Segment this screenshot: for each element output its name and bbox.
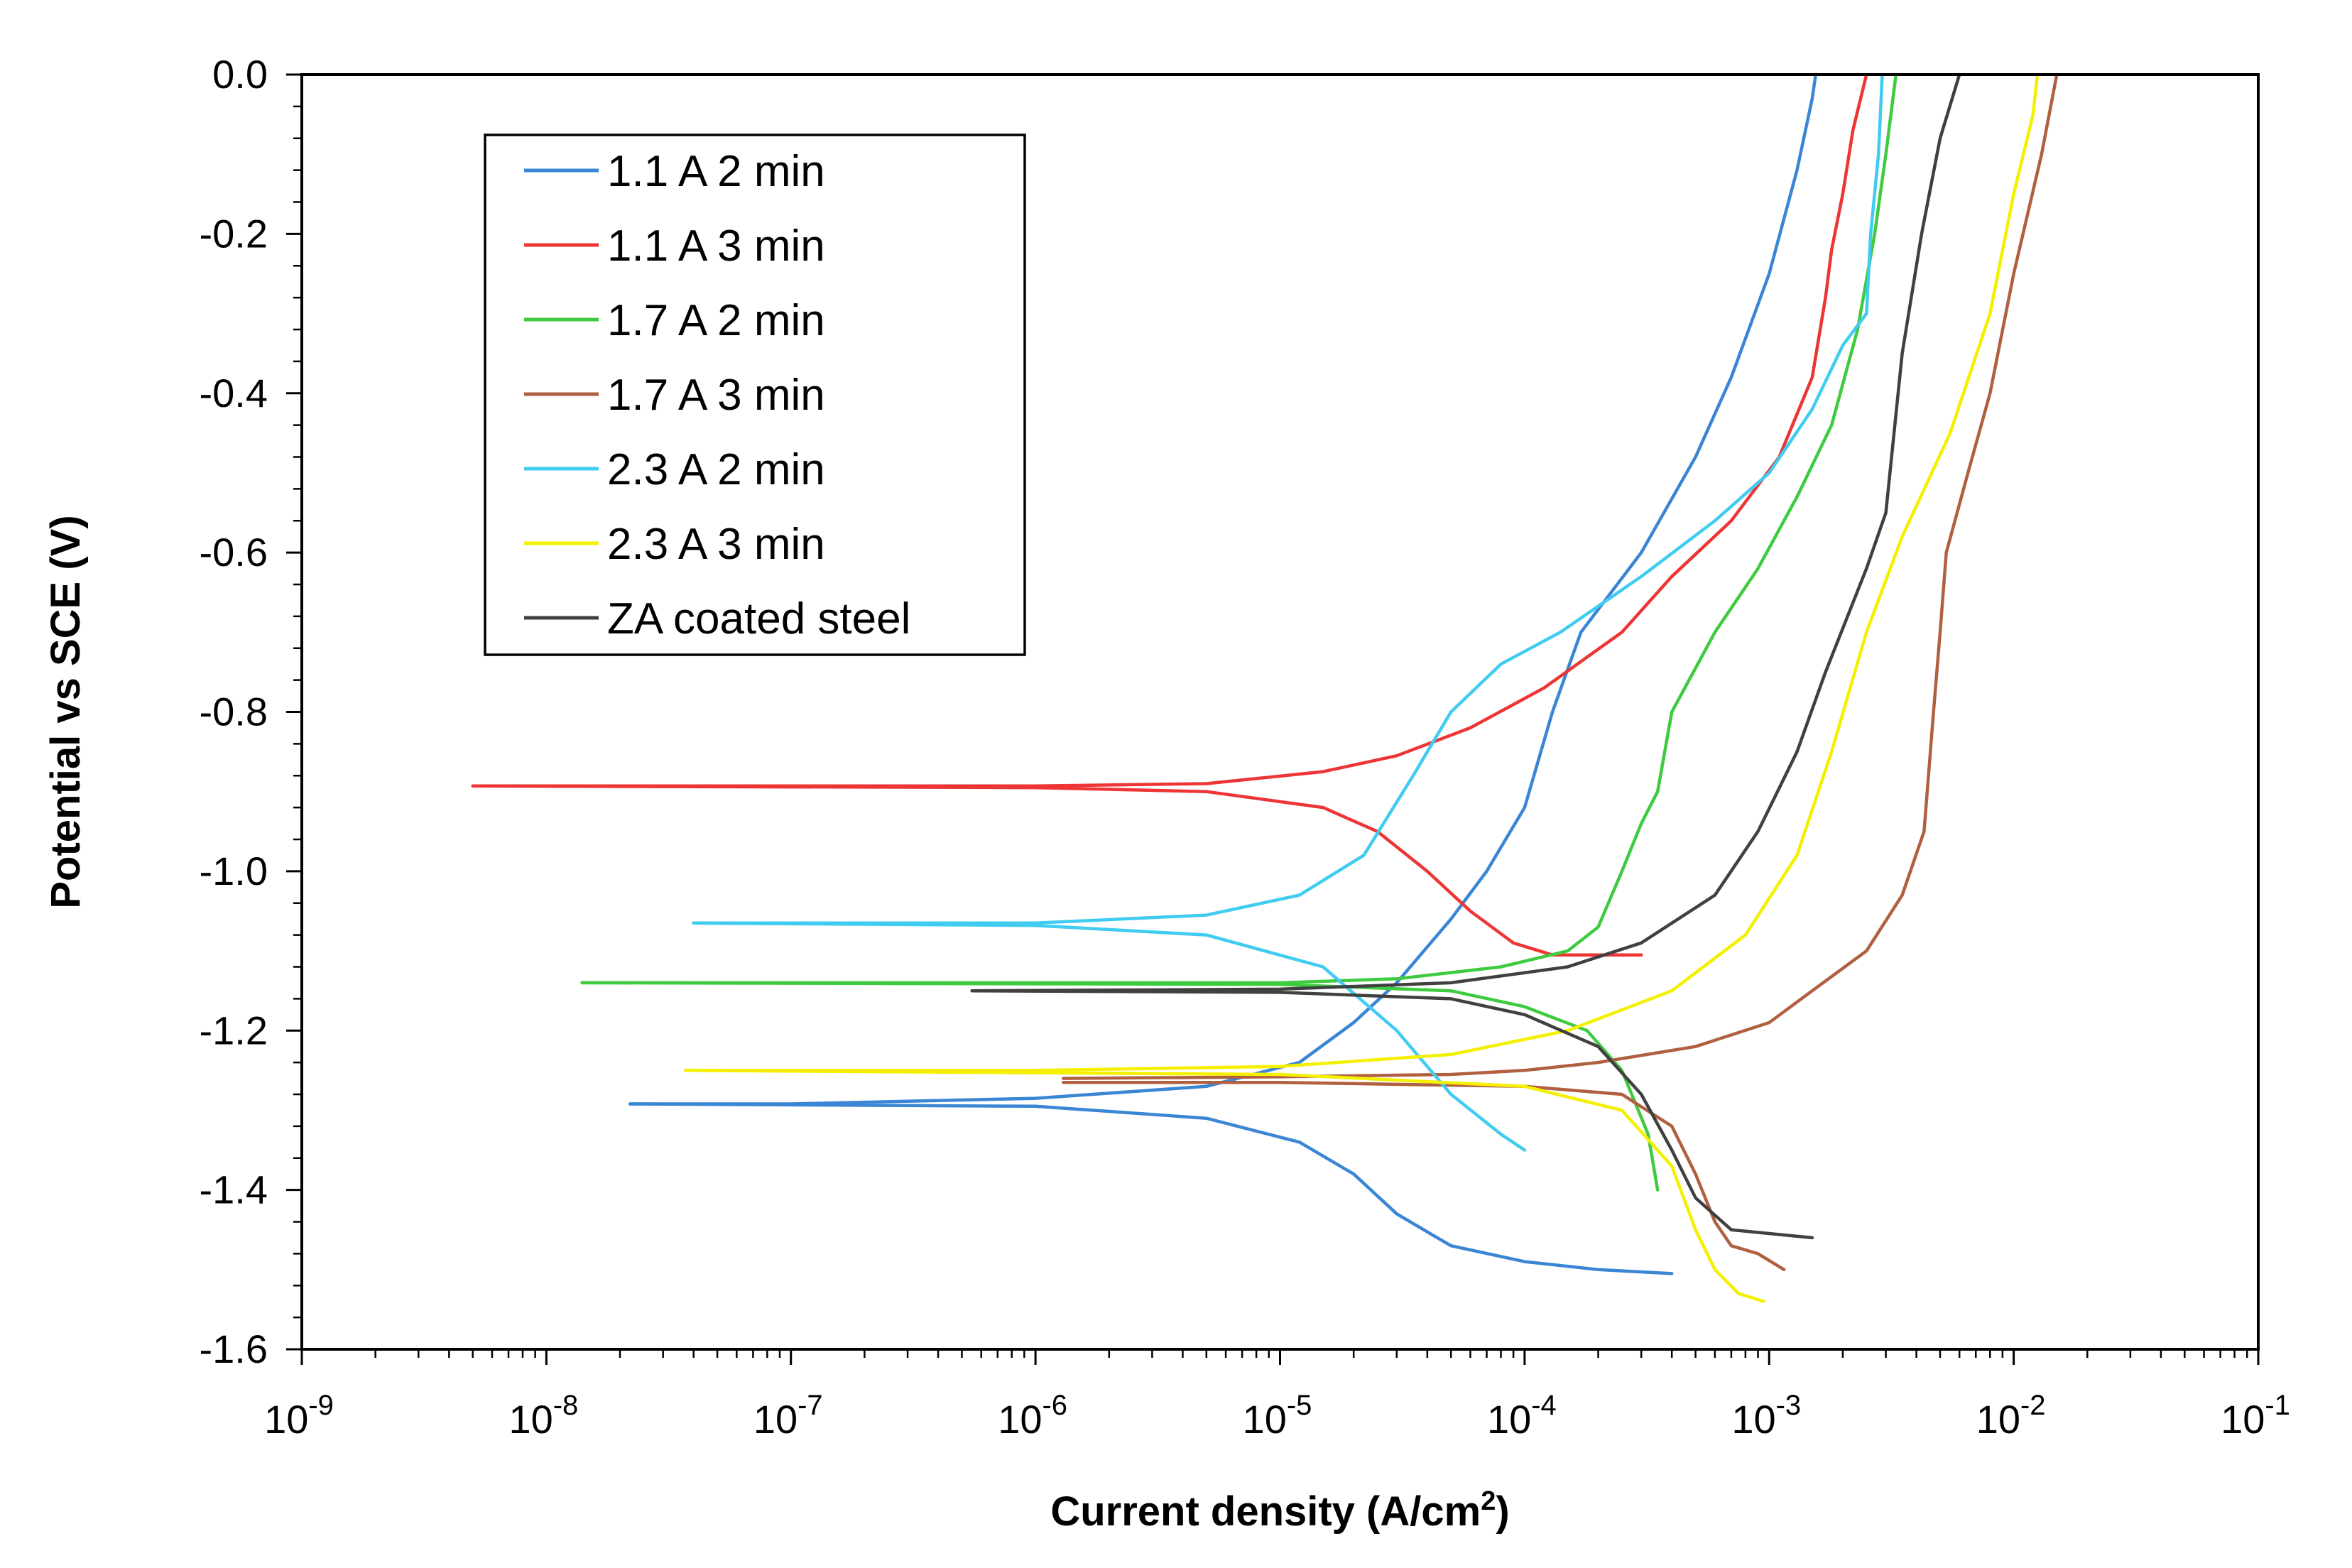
legend-label: 2.3 A 2 min [607, 445, 825, 494]
y-tick-label: -0.2 [200, 211, 268, 256]
y-tick-label: 0.0 [212, 52, 268, 97]
series-1-7-a-2-min-cathodic-line [580, 981, 1660, 1192]
x-tick-label: 10-3 [1731, 1390, 1801, 1442]
x-tick-label: 10-2 [1976, 1390, 2046, 1442]
legend-item: 1.7 A 2 min [524, 296, 825, 345]
y-tick-label: -1.0 [200, 849, 268, 893]
x-tick-label: 10-5 [1243, 1390, 1312, 1442]
series-za-coated-steel-cathodic-line [970, 989, 1814, 1240]
x-tick-label: 10-8 [508, 1390, 578, 1442]
series-1-1-a-2-min-anodic-line [628, 72, 1818, 1106]
legend: 1.1 A 2 min 1.1 A 3 min 1.7 A 2 min 1.7 A 3… [484, 134, 1026, 656]
y-tick-label: -1.2 [200, 1008, 268, 1052]
legend-label: 1.7 A 3 min [607, 371, 825, 420]
series-2-3-a-3-min-cathodic-line [683, 1069, 1765, 1303]
x-tick-labels: 10-9 10-8 10-7 10-6 10-5 10-4 10-3 10-2 10-1 [264, 1390, 2290, 1442]
series-1-7-a-3-min-cathodic-line [1062, 1080, 1786, 1272]
x-tick-label: 10-7 [753, 1390, 823, 1442]
legend-item: 1.7 A 3 min [524, 371, 825, 420]
y-tick-label: -0.6 [200, 530, 268, 575]
plot-frame [300, 73, 2260, 1351]
x-tick-label: 10-6 [998, 1390, 1067, 1442]
legend-label: 2.3 A 3 min [607, 520, 825, 569]
y-axis-title: Potential vs SCE (V) [43, 515, 89, 908]
legend-item: 2.3 A 2 min [524, 445, 825, 494]
data-curves [471, 72, 2059, 1303]
y-tick-label: -0.4 [200, 371, 268, 415]
x-tick-label: 10-9 [264, 1390, 334, 1442]
x-tick-label: 10-4 [1487, 1390, 1557, 1442]
legend-item: 1.1 A 3 min [524, 222, 825, 271]
series-1-1-a-3-min-cathodic-line [471, 784, 1643, 957]
series-2-3-a-2-min-cathodic-line [692, 921, 1527, 1152]
x-tick-label: 10-1 [2221, 1390, 2290, 1442]
legend-item: ZA coated steel [524, 594, 910, 643]
y-tick-label: -1.6 [200, 1327, 268, 1371]
legend-label: 1.7 A 2 min [607, 296, 825, 345]
x-axis-title: Current density (A/cm2) [1050, 1486, 1509, 1535]
series-2-3-a-2-min-anodic-line [692, 72, 1884, 925]
series-1-7-a-2-min-anodic-line [580, 72, 1898, 985]
y-tick-label: -0.8 [200, 690, 268, 734]
legend-label: ZA coated steel [607, 594, 910, 643]
y-tick-labels: 0.0 -0.2 -0.4 -0.6 -0.8 -1.0 -1.2 -1.4 -1.6 [200, 52, 268, 1371]
series-2-3-a-3-min-anodic-line [683, 72, 2040, 1072]
legend-item: 2.3 A 3 min [524, 520, 825, 569]
series-1-1-a-2-min-cathodic-line [628, 1102, 1674, 1275]
y-tick-label: -1.4 [200, 1167, 268, 1212]
series-1-7-a-3-min-anodic-line [1062, 72, 2059, 1080]
legend-item: 1.1 A 2 min [524, 147, 825, 196]
legend-label: 1.1 A 2 min [607, 147, 825, 196]
series-1-1-a-3-min-anodic-line [471, 72, 1868, 788]
legend-label: 1.1 A 3 min [607, 222, 825, 271]
series-za-coated-steel-anodic-line [970, 72, 1961, 993]
